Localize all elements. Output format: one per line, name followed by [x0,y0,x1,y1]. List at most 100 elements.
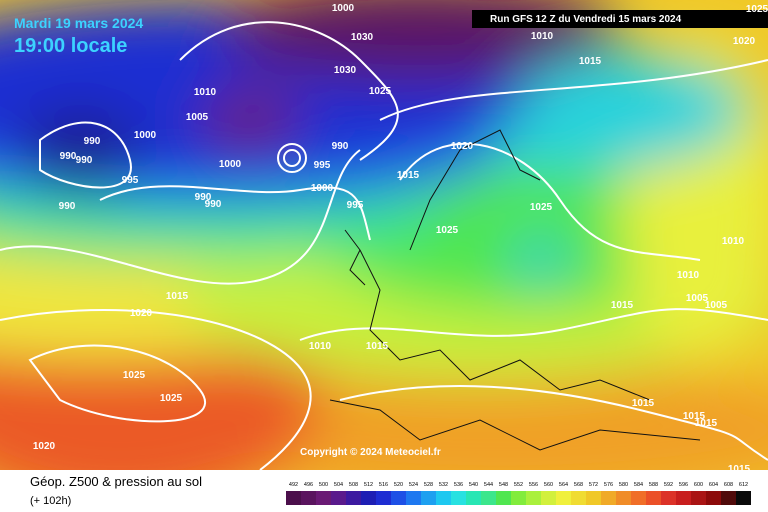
isobar-label: 990 [195,192,212,203]
isobar-label: 1020 [130,308,153,319]
legend-swatch [586,491,601,505]
forecast-time: 19:00 locale [14,35,127,57]
legend-value: 604 [709,482,718,488]
legend-swatch [676,491,691,505]
legend-swatch [451,491,466,505]
legend-swatch [526,491,541,505]
isobar-label: 1015 [695,418,718,429]
lead-time: (+ 102h) [30,495,71,507]
isobar-label: 1025 [160,393,183,404]
isobar-label: 1030 [351,32,374,43]
isobar-label: 1010 [722,236,745,247]
legend-value: 528 [424,482,433,488]
legend-swatch [646,491,661,505]
isobar-label: 1005 [186,112,209,123]
isobar-label: 1015 [166,291,189,302]
legend-value: 500 [319,482,328,488]
legend-value: 560 [544,482,553,488]
legend-swatch [466,491,481,505]
isobar-label: 990 [60,151,77,162]
legend-value: 592 [664,482,673,488]
legend-value: 600 [694,482,703,488]
isobar-label: 1015 [632,398,655,409]
isobar-label: 1025 [746,4,768,15]
isobar-label: 1005 [686,293,709,304]
legend-swatch [706,491,721,505]
legend-value: 548 [499,482,508,488]
isobar-label: 1020 [733,36,756,47]
legend-value: 564 [559,482,568,488]
isobar-label: 1025 [530,202,553,213]
legend-swatch [286,491,301,505]
isobar-label: 1010 [309,341,332,352]
isobar-label: 1000 [134,130,157,141]
legend-value: 540 [469,482,478,488]
isobar-label: 1010 [194,87,217,98]
legend-value: 512 [364,482,373,488]
isobar-label: 990 [84,136,101,147]
isobar-label: 1020 [451,141,474,152]
isobar-label: 1015 [579,56,602,67]
legend-title: Géop. Z500 & pression au sol [30,474,202,489]
legend-swatch [541,491,556,505]
legend-swatch [346,491,361,505]
isobar-label: 1000 [311,183,334,194]
isobar-label: 1010 [531,31,554,42]
isobar-label: 1020 [33,441,56,452]
isobar-label: 1015 [728,464,751,475]
isobar-label: 990 [76,155,93,166]
legend-value: 580 [619,482,628,488]
legend-value: 576 [604,482,613,488]
coastlines [329,129,701,451]
legend-swatch [721,491,736,505]
isobar-label: 1015 [366,341,389,352]
isobar-label: 995 [347,200,364,211]
legend-swatch [511,491,526,505]
forecast-date: Mardi 19 mars 2024 [14,15,143,31]
legend-swatch [481,491,496,505]
isobar-label: 1025 [123,370,146,381]
isobar-label: 1025 [436,225,459,236]
legend-value: 568 [574,482,583,488]
copyright: Copyright © 2024 Meteociel.fr [300,447,441,458]
legend-value: 524 [409,482,418,488]
legend-swatch [406,491,421,505]
legend-swatch [691,491,706,505]
legend-swatch [556,491,571,505]
legend-swatch [496,491,511,505]
legend-value: 556 [529,482,538,488]
legend-value: 596 [679,482,688,488]
isobar-label: 1015 [611,300,634,311]
isobar-label: 990 [332,141,349,152]
isobar-label: 1000 [219,159,242,170]
legend-swatch [631,491,646,505]
isobar-label: 1000 [332,3,355,14]
legend-swatch [376,491,391,505]
legend-value: 572 [589,482,598,488]
isobar-label: 990 [205,199,222,210]
isobar-label: 1030 [334,65,357,76]
legend-value: 608 [724,482,733,488]
legend-value: 552 [514,482,523,488]
isobar-label: 1015 [683,411,706,422]
isobar-label: 990 [59,201,76,212]
isobar-label: 1015 [397,170,420,181]
legend-swatch [391,491,406,505]
legend-swatch [421,491,436,505]
isobar-label: 995 [314,160,331,171]
legend-value: 532 [439,482,448,488]
legend-swatch [361,491,376,505]
legend-value: 588 [649,482,658,488]
run-banner [472,10,768,28]
legend-swatch [661,491,676,505]
legend-value: 492 [289,482,298,488]
isobar-label: 1010 [677,270,700,281]
isobar-label: 1025 [369,86,392,97]
isobar-label: 995 [122,175,139,186]
run-info: Run GFS 12 Z du Vendredi 15 mars 2024 [490,14,682,25]
legend-swatch [571,491,586,505]
isobars [0,21,768,470]
isobar-label: 1005 [705,300,728,311]
